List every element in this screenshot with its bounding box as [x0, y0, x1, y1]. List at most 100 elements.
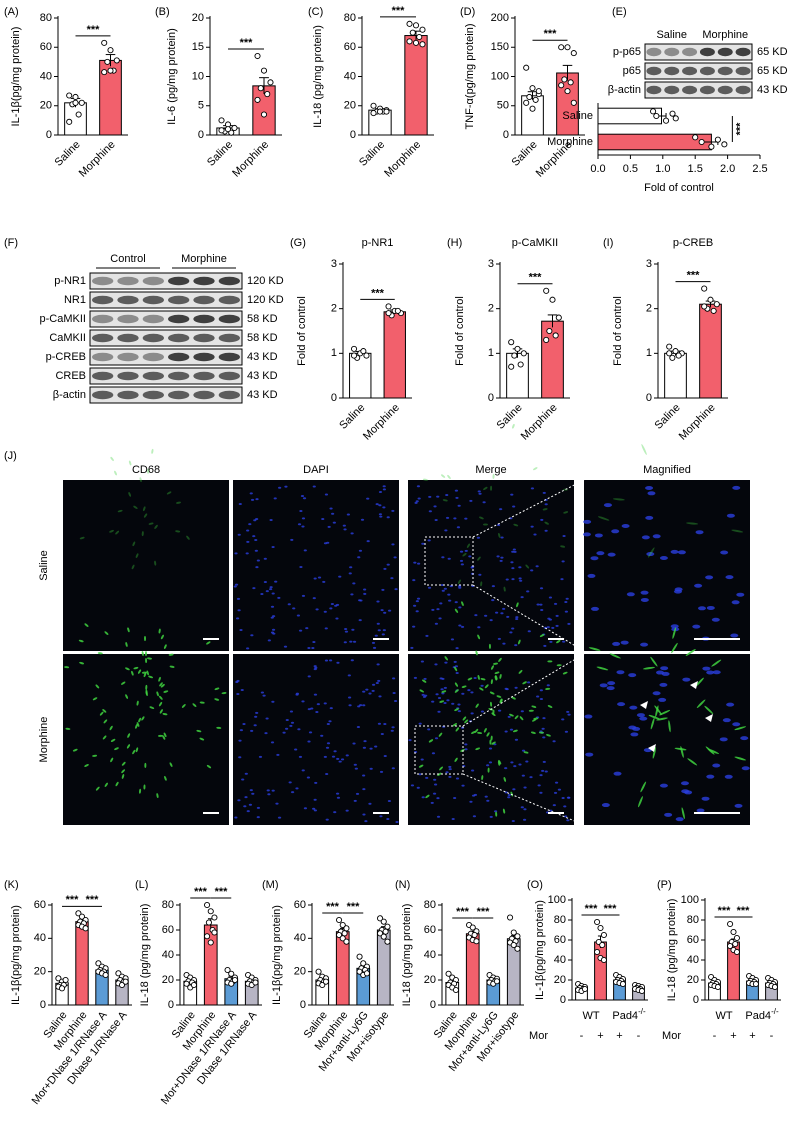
cd68-signal [563, 511, 569, 514]
cd68-signal [638, 796, 643, 808]
nucleus [521, 749, 526, 752]
nucleus [330, 603, 334, 606]
cd68-signal [546, 734, 551, 737]
data-point [102, 971, 109, 979]
y-tick-label: 0 [300, 999, 306, 1011]
nucleus [606, 686, 615, 691]
data-point [419, 26, 426, 33]
nucleus [289, 710, 294, 713]
blot-band [142, 371, 164, 381]
nucleus [441, 692, 445, 695]
nucleus [343, 528, 347, 531]
blot-band [664, 66, 680, 76]
x-tick-label: 2.5 [752, 163, 767, 175]
cd68-signal [127, 627, 130, 633]
panel-label: (B) [155, 6, 170, 18]
y-tick-label: 60 [162, 924, 174, 936]
nucleus [313, 668, 317, 671]
panel-label: (M) [262, 879, 279, 891]
data-point [471, 931, 478, 939]
data-point [701, 303, 708, 310]
cd68-signal [95, 684, 100, 689]
nucleus [246, 647, 250, 650]
nucleus [514, 644, 518, 647]
error-bar [105, 54, 116, 67]
x-tick-label: + [597, 1030, 603, 1042]
cd68-signal [128, 460, 132, 466]
nucleus [300, 494, 305, 497]
data-point [231, 976, 238, 984]
x-tick-label: - [637, 1030, 641, 1042]
data-point [493, 978, 500, 985]
x-tick-label: 0.5 [623, 163, 638, 175]
cd68-signal [516, 602, 519, 608]
significance-label: *** [734, 122, 746, 136]
cd68-signal [102, 735, 107, 740]
micrograph [233, 654, 399, 825]
blot-group-label: Morphine [181, 253, 227, 265]
data-point [218, 127, 225, 134]
data-point [339, 921, 346, 929]
nucleus [652, 691, 661, 696]
nucleus [245, 552, 249, 555]
nucleus [352, 742, 356, 745]
nucleus [461, 784, 465, 787]
bar [349, 352, 372, 399]
nucleus [425, 634, 429, 637]
y-tick-label: 0 [46, 129, 52, 141]
nucleus [338, 575, 342, 578]
cd68-signal [544, 521, 549, 525]
cd68-signal [538, 731, 544, 734]
blot-row-label: β-actin [608, 84, 641, 96]
nucleus [477, 490, 481, 493]
data-point [62, 976, 69, 984]
nucleus [297, 728, 301, 731]
nucleus [459, 559, 464, 562]
nucleus [387, 799, 392, 802]
blot-band [193, 276, 215, 286]
nucleus [350, 659, 354, 662]
group-label: Pad4-/- [612, 1007, 646, 1022]
arrowhead [690, 681, 698, 689]
zoom-line [472, 584, 585, 652]
nucleus [256, 816, 260, 819]
cd68-signal [647, 547, 655, 558]
cd68-signal [471, 731, 476, 734]
nucleus [374, 745, 378, 748]
cd68-signal [454, 757, 458, 763]
nucleus [290, 791, 295, 794]
cd68-signal [547, 705, 553, 708]
nucleus [504, 730, 508, 733]
blot-row-label: β-actin [53, 389, 86, 401]
cd68-signal [138, 717, 142, 723]
nucleus [436, 815, 441, 818]
nucleus [347, 674, 351, 677]
micrograph [63, 654, 229, 825]
row-label: Mor [529, 1030, 548, 1042]
data-point [452, 986, 459, 994]
nucleus [418, 722, 422, 725]
blot-band [699, 85, 715, 95]
data-point [666, 343, 673, 350]
nucleus [322, 580, 326, 583]
nucleus [395, 820, 399, 823]
nucleus [313, 665, 317, 668]
cd68-signal [148, 522, 154, 525]
nucleus [254, 549, 258, 552]
y-tick-label: 20 [687, 974, 699, 986]
nucleus [386, 516, 390, 519]
data-point [570, 50, 577, 57]
data-point [118, 981, 126, 989]
cd68-signal [492, 473, 495, 479]
nucleus [434, 622, 438, 625]
data-point [532, 96, 539, 103]
data-point [205, 919, 212, 926]
significance-label: *** [371, 287, 385, 299]
nucleus [443, 686, 447, 689]
cd68-signal [531, 705, 537, 708]
nucleus [473, 793, 478, 796]
nucleus [321, 518, 325, 521]
nucleus [539, 791, 543, 794]
nucleus [417, 497, 421, 500]
image-row-label: Morphine [38, 717, 50, 763]
